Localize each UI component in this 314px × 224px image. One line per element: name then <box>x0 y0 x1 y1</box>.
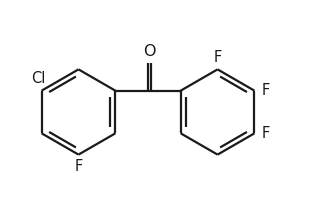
Text: F: F <box>261 126 269 141</box>
Text: Cl: Cl <box>31 71 45 86</box>
Text: F: F <box>261 83 269 98</box>
Text: F: F <box>214 50 222 65</box>
Text: F: F <box>74 159 83 174</box>
Text: O: O <box>143 44 156 59</box>
